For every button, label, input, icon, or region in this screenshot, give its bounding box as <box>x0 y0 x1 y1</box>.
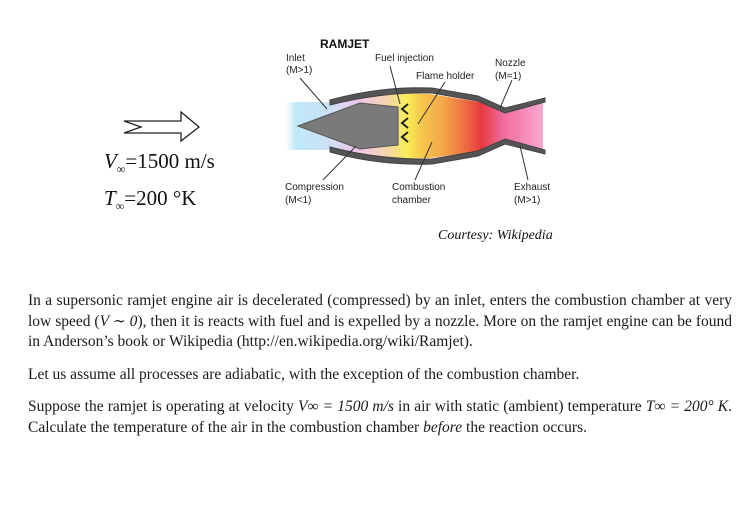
para3-part-d: the reaction occurs. <box>462 418 587 436</box>
paragraph-intro: In a supersonic ramjet engine air is dec… <box>28 291 732 353</box>
label-inlet-mach: (M>1) <box>286 65 312 76</box>
label-inlet: Inlet <box>286 53 305 64</box>
problem-text: In a supersonic ramjet engine air is dec… <box>28 291 732 451</box>
flame-holders <box>400 103 409 143</box>
temperature-subscript: ∞ <box>115 199 125 214</box>
label-flame-holder: Flame holder <box>416 71 475 82</box>
paragraph-assumption: Let us assume all processes are adiabati… <box>28 365 580 383</box>
para3-part-a: Suppose the ramjet is operating at veloc… <box>28 398 298 416</box>
para3-before: before <box>423 418 463 436</box>
freestream-arrow-icon <box>123 110 201 143</box>
temperature-condition: T∞=200 °K <box>104 186 196 214</box>
para1-math: V ∼ 0 <box>99 312 138 330</box>
label-nozzle-mach: (M=1) <box>495 71 521 82</box>
label-fuel-injection: Fuel injection <box>375 53 434 64</box>
para3-temperature: T∞ = 200° K <box>645 398 729 416</box>
figure-title: RAMJET <box>320 37 370 51</box>
temperature-symbol: T <box>104 186 116 210</box>
engine-bottom-wall <box>329 138 546 165</box>
velocity-subscript: ∞ <box>116 162 126 177</box>
paragraph-question: Suppose the ramjet is operating at veloc… <box>28 397 732 438</box>
para1-part-a: In a supersonic ramjet engine air is dec… <box>28 292 732 330</box>
para1-part-b: ), then it is reacts with fuel and is ex… <box>28 312 732 351</box>
velocity-symbol: V <box>104 149 117 173</box>
para3-velocity: V∞ = 1500 m/s <box>298 398 394 416</box>
label-chamber: chamber <box>392 195 432 206</box>
velocity-value: =1500 m/s <box>125 149 215 173</box>
para3-part-b: in air with static (ambient) temperature <box>393 398 646 416</box>
velocity-condition: V∞=1500 m/s <box>104 149 215 177</box>
label-exhaust: Exhaust <box>514 182 550 193</box>
inlet-centerbody <box>296 102 399 150</box>
label-combustion: Combustion <box>392 182 445 193</box>
para3-part-c: . Calculate the temperature of the air i… <box>28 398 733 436</box>
label-nozzle: Nozzle <box>495 58 526 69</box>
label-exhaust-mach: (M>1) <box>514 195 540 206</box>
figure-courtesy: Courtesy: Wikipedia <box>438 228 553 243</box>
label-compression-mach: (M<1) <box>285 195 311 206</box>
temperature-value: =200 °K <box>124 186 197 210</box>
label-compression: Compression <box>285 182 344 193</box>
pointer-lines <box>299 65 529 181</box>
engine-top-wall <box>329 87 546 114</box>
ramjet-figure: RAMJET Inlet (M>1) Fuel injection Flame … <box>123 37 550 206</box>
